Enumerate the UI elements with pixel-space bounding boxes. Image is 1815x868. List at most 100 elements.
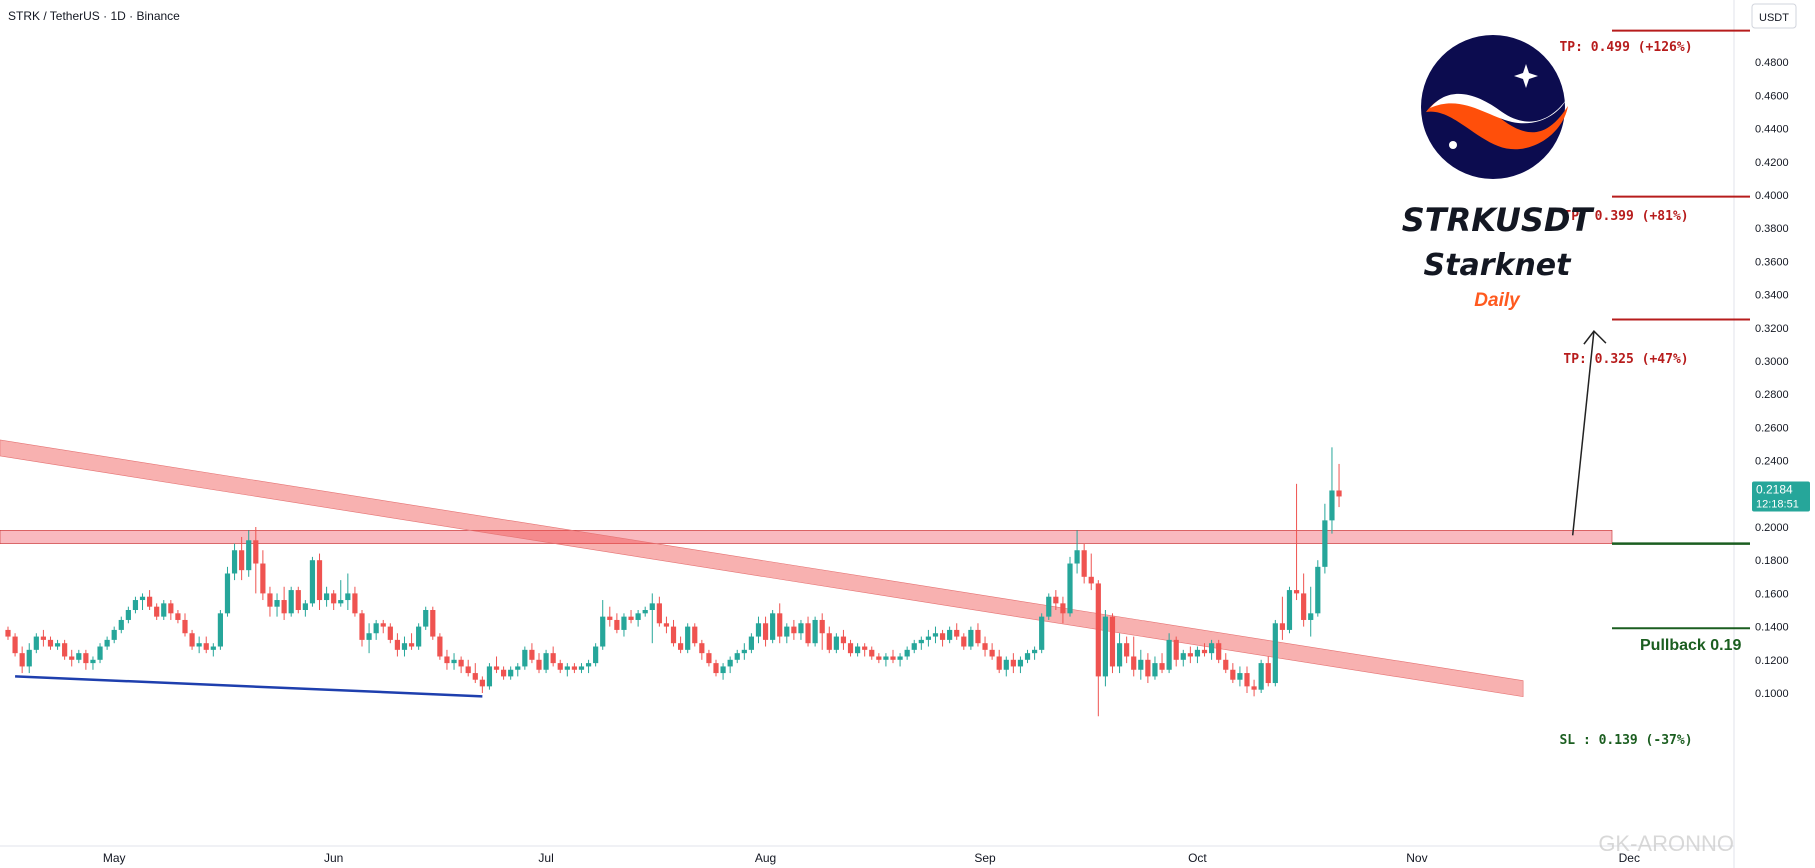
candle (1187, 646, 1193, 664)
candle (1053, 590, 1059, 610)
last-price-tag: 0.2184 12:18:51 (1752, 481, 1810, 512)
candle-body (649, 603, 655, 610)
candle (1032, 646, 1038, 660)
candle-body (1024, 653, 1031, 660)
candle (855, 643, 861, 657)
candle (685, 623, 691, 654)
candle (224, 566, 231, 617)
candle-body (954, 629, 960, 637)
candle-body (1116, 643, 1123, 667)
candle (1095, 580, 1101, 717)
candle (904, 646, 910, 660)
candle (529, 643, 535, 664)
candle (798, 619, 804, 640)
candle-body (890, 656, 896, 660)
candle (260, 550, 266, 601)
candle-body (465, 666, 471, 674)
candle (231, 543, 238, 581)
candle-body (1322, 520, 1328, 567)
price-tick-label: 0.1800 (1755, 555, 1789, 567)
candlestick-series (5, 447, 1342, 717)
candle (897, 653, 903, 667)
candle (486, 663, 493, 690)
candle (47, 636, 54, 650)
candle (826, 626, 832, 654)
candle (5, 626, 11, 640)
candle-body (862, 646, 868, 650)
candle-body (1109, 616, 1116, 667)
candle (1159, 653, 1165, 674)
candle (1216, 639, 1222, 664)
candle-body (118, 619, 124, 630)
candle-body (989, 649, 995, 657)
candle-body (175, 613, 181, 620)
candle (253, 527, 259, 594)
candle (246, 530, 252, 577)
candle-body (529, 649, 535, 660)
time-axis[interactable]: May Jun Jul Aug Sep Oct Nov Dec (103, 851, 1640, 865)
candle-body (798, 623, 804, 634)
candle (571, 663, 577, 674)
candle-body (670, 626, 677, 644)
candle-body (635, 613, 641, 620)
candle (1315, 560, 1321, 617)
price-axis[interactable]: 0.10000.12000.14000.16000.18000.20000.22… (1755, 57, 1789, 700)
candle (1279, 596, 1285, 640)
candle-body (366, 633, 372, 640)
candle (54, 639, 61, 650)
resistance-zone (0, 530, 1613, 544)
candle (444, 649, 450, 670)
candle-body (1258, 663, 1264, 690)
price-tick-label: 0.3400 (1755, 290, 1789, 302)
candle (1003, 656, 1009, 677)
candle-body (1244, 673, 1250, 687)
candle (791, 619, 797, 640)
candle (125, 606, 131, 624)
candle (883, 653, 889, 667)
pullback-label: Pullback 0.19 (1640, 637, 1741, 654)
candle-body (493, 666, 500, 670)
candle-body (154, 606, 160, 617)
candle (1138, 649, 1144, 680)
candle (678, 636, 684, 654)
candle-body (104, 639, 110, 647)
candle-body (1039, 616, 1045, 650)
candle (1286, 586, 1293, 634)
candle (614, 613, 620, 634)
currency-badge[interactable]: USDT (1751, 3, 1797, 29)
candle-body (203, 643, 209, 650)
candle (182, 613, 188, 637)
candle (1152, 656, 1158, 680)
candle (83, 649, 89, 670)
candle-body (408, 643, 415, 647)
price-tick-label: 0.3000 (1755, 356, 1789, 368)
candle (1244, 666, 1250, 693)
projection-arrow (1571, 329, 1607, 536)
candle-body (847, 643, 854, 654)
candle-body (932, 633, 939, 637)
candle-body (352, 593, 358, 614)
candle-body (1138, 659, 1144, 670)
candle (663, 616, 670, 634)
candle-body (678, 643, 684, 650)
candle (954, 623, 960, 640)
candle (777, 603, 783, 644)
candle (557, 659, 563, 674)
candle-body (451, 659, 457, 664)
candle-body (1152, 663, 1158, 677)
candle-body (777, 613, 783, 637)
candle-body (302, 603, 308, 610)
candle (1131, 636, 1137, 677)
candle-body (975, 629, 981, 644)
candle (515, 663, 521, 677)
candle-body (338, 600, 344, 604)
price-tick-label: 0.4200 (1755, 157, 1789, 169)
candle (720, 663, 726, 680)
candle (1230, 663, 1236, 684)
candle-body (316, 560, 323, 601)
candle (76, 649, 82, 664)
candle-body (536, 659, 542, 670)
candle-body (33, 636, 39, 650)
candle (69, 649, 75, 667)
